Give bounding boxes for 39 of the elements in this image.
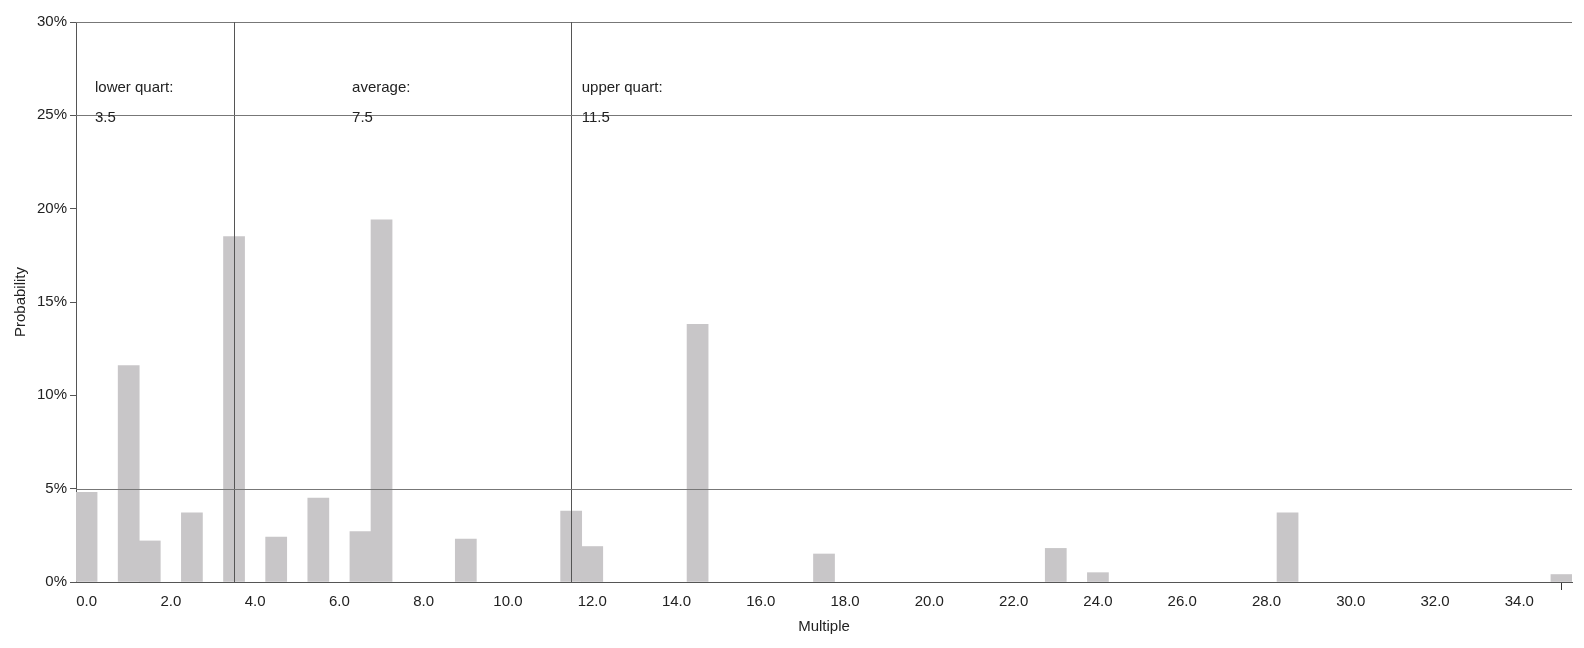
bar (307, 497, 330, 582)
bar (1550, 574, 1572, 582)
x-tick-label: 10.0 (493, 592, 523, 610)
x-tick-label: 4.0 (244, 592, 266, 610)
x-tick-label: 20.0 (914, 592, 944, 610)
x-tick-label: 2.0 (160, 592, 182, 610)
x-tick-label: 22.0 (999, 592, 1029, 610)
x-tick-label: 24.0 (1083, 592, 1113, 610)
x-tick-label: 26.0 (1167, 592, 1197, 610)
bar (454, 538, 477, 582)
y-axis-title: Probability (11, 266, 29, 338)
y-tick-label: 30% (36, 12, 68, 30)
x-tick-label: 32.0 (1420, 592, 1450, 610)
x-axis-title: Multiple (798, 617, 850, 635)
x-tick-label: 0.0 (76, 592, 97, 610)
y-tick-label: 5% (45, 478, 68, 496)
x-tick-label: 12.0 (577, 592, 607, 610)
x-tick-label: 30.0 (1336, 592, 1366, 610)
x-tick-label: 16.0 (746, 592, 776, 610)
bar (686, 324, 709, 582)
x-tick-label: 18.0 (830, 592, 860, 610)
bar (813, 553, 835, 582)
y-tick-label: 20% (36, 198, 68, 216)
bar (181, 512, 203, 582)
x-tick-label: 14.0 (661, 592, 692, 610)
bar (223, 236, 245, 582)
y-tick-label: 10% (36, 385, 68, 403)
x-tick-label: 34.0 (1504, 592, 1534, 610)
bar (1044, 548, 1067, 582)
y-tick-label: 0% (45, 572, 68, 590)
bar (265, 536, 288, 582)
x-tick-label: 8.0 (413, 592, 435, 610)
bar (76, 492, 98, 582)
x-tick-label: 28.0 (1251, 592, 1282, 610)
y-tick-label: 25% (36, 105, 68, 123)
bar (1276, 512, 1299, 582)
bar (1087, 572, 1109, 582)
y-tick-label: 15% (36, 292, 68, 310)
x-tick-label: 6.0 (328, 592, 350, 610)
